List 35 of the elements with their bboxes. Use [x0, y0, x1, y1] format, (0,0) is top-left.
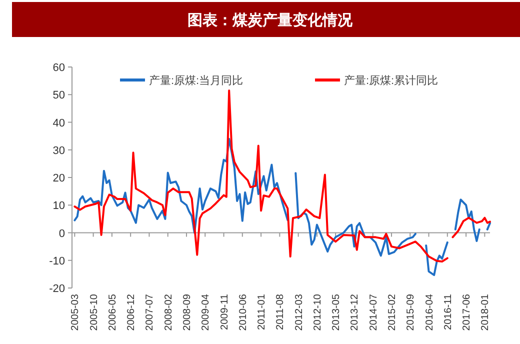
x-tick-label: 2016-04	[424, 294, 436, 331]
chart-title: 图表：煤炭产量变化情况	[188, 11, 354, 29]
x-tick-label: 2008-02	[163, 294, 174, 331]
x-tick-label: 2012-03	[294, 294, 305, 331]
x-tick-label: 2017-06	[462, 294, 473, 331]
y-tick-label: 60	[52, 62, 65, 74]
x-tick-label: 2014-07	[368, 294, 380, 331]
x-tick-label: 2013-05	[331, 294, 342, 331]
x-tick-label: 2011-01	[256, 294, 268, 330]
x-tick-label: 2009-11	[219, 294, 230, 330]
y-tick-label: 50	[52, 90, 65, 102]
y-tick-label: 10	[52, 200, 65, 212]
y-tick-label: 20	[52, 172, 65, 184]
x-tick-label: 2010-06	[238, 294, 249, 331]
y-tick-label: -10	[49, 255, 65, 268]
y-tick-label: -20	[49, 283, 65, 295]
x-tick-label: 2011-08	[275, 294, 286, 330]
x-tick-label: 2006-12	[126, 294, 138, 331]
x-tick-label: 2012-10	[312, 294, 324, 331]
x-tick-label: 2007-07	[144, 294, 156, 331]
y-tick-label: 0	[58, 228, 65, 240]
x-tick-label: 2015-09	[406, 294, 417, 331]
legend-label: 产量:原煤:累计同比	[344, 74, 438, 87]
x-tick-label: 2015-02	[386, 294, 398, 331]
x-tick-label: 2018-01	[480, 294, 492, 331]
x-tick-label: 2016-11	[442, 294, 454, 330]
x-tick-label: 2005-10	[88, 294, 100, 331]
x-tick-label: 2006-05	[107, 294, 118, 331]
y-tick-label: 30	[52, 144, 65, 157]
y-tick-label: 40	[52, 117, 65, 130]
x-tick-label: 2013-12	[350, 294, 361, 331]
x-tick-label: 2008-09	[182, 294, 193, 331]
x-tick-label: 2005-03	[70, 294, 82, 331]
x-tick-label: 2009-04	[200, 294, 212, 331]
legend-label: 产量:原煤:当月同比	[149, 74, 244, 87]
